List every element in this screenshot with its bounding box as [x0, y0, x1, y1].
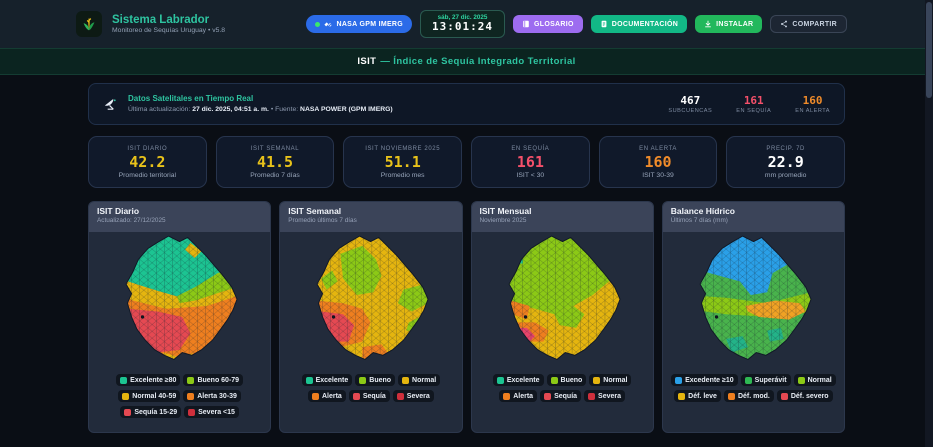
- map-panels-row: ISIT Diario Actualizado: 27/12/2025: [88, 201, 845, 433]
- document-icon: [601, 20, 607, 28]
- status-dot-icon: [315, 21, 321, 27]
- clock-widget: sáb, 27 dic. 2025 13:01:24: [420, 10, 506, 38]
- share-icon: [781, 20, 788, 28]
- legend-item[interactable]: Severa: [392, 390, 434, 402]
- glosario-label: GLOSARIO: [534, 20, 574, 28]
- card-en-sequia: EN SEQUÍA 161 ISIT < 30: [471, 136, 590, 188]
- uruguay-map-balance[interactable]: [663, 232, 844, 369]
- book-icon: [523, 20, 529, 28]
- legend-item[interactable]: Bueno: [355, 374, 396, 386]
- isit-banner: ISIT — Índice de Sequía Integrado Territ…: [0, 48, 933, 75]
- kpi-cards-row: ISIT DIARIO 42.2 Promedio territorial IS…: [88, 136, 846, 188]
- legend-item[interactable]: Excelente: [301, 374, 353, 386]
- app-title: Sistema Labrador: [112, 13, 210, 26]
- card-isit-mensual: ISIT NOVIEMBRE 2025 51.1 Promedio mes: [343, 136, 463, 188]
- nasa-gpm-badge[interactable]: NASA GPM IMERG: [306, 15, 413, 33]
- source-value: NASA POWER (GPM IMERG): [300, 105, 393, 113]
- stat-subcuencas: 467 SUBCUENCAS: [668, 94, 713, 114]
- instalar-button[interactable]: INSTALAR: [695, 15, 763, 33]
- panel-header: ISIT Diario Actualizado: 27/12/2025: [89, 202, 271, 232]
- legend-mensual: Excelente Bueno Normal Alerta Sequía Sev…: [472, 369, 653, 432]
- panel-balance-hidrico: Balance Hídrico Últimos 7 días (mm): [661, 201, 845, 433]
- panel-isit-diario: ISIT Diario Actualizado: 27/12/2025: [88, 201, 272, 433]
- legend-item[interactable]: Normal: [589, 374, 632, 386]
- compartir-label: COMPARTIR: [792, 20, 837, 28]
- uruguay-map-mensual[interactable]: [472, 232, 653, 369]
- legend-item[interactable]: Déf. leve: [674, 390, 721, 402]
- legend-item[interactable]: Normal: [398, 374, 441, 386]
- satellite-data-title: Datos Satelitales en Tiempo Real: [128, 94, 254, 104]
- page-scrollbar[interactable]: [925, 0, 933, 447]
- glosario-button[interactable]: GLOSARIO: [513, 15, 583, 33]
- legend-item[interactable]: Bueno: [546, 374, 587, 386]
- stat-en-sequia: 161 EN SEQUÍA: [736, 94, 772, 114]
- instalar-label: INSTALAR: [716, 20, 754, 28]
- map-marker: [140, 315, 145, 319]
- card-isit-semanal: ISIT SEMANAL 41.5 Promedio 7 días: [215, 136, 335, 188]
- clock-date: sáb, 27 dic. 2025: [437, 14, 488, 22]
- legend-item[interactable]: Alerta 30-39: [183, 390, 241, 402]
- nasa-badge-label: NASA GPM IMERG: [336, 20, 404, 28]
- app-logo-icon: [76, 11, 102, 37]
- panel-header: ISIT Mensual Noviembre 2025: [471, 202, 653, 232]
- legend-item[interactable]: Excelente: [492, 374, 544, 386]
- satellite-data-subtitle: Última actualización: 27 dic. 2025, 04:5…: [128, 105, 393, 113]
- scrollbar-thumb[interactable]: [926, 2, 932, 98]
- legend-item[interactable]: Severa: [584, 390, 625, 402]
- legend-item[interactable]: Normal 40-59: [118, 390, 181, 402]
- legend-item[interactable]: Sequía: [348, 390, 390, 402]
- last-update-value: 27 dic. 2025, 04:51 a. m.: [192, 105, 269, 113]
- banner-acronym: ISIT: [357, 56, 377, 67]
- documentacion-label: DOCUMENTACIÓN: [611, 20, 679, 28]
- legend-diario: Excelente ≥80 Bueno 60-79 Normal 40-59 A…: [89, 369, 270, 432]
- panel-header: Balance Hídrico Últimos 7 días (mm): [662, 202, 844, 232]
- legend-item[interactable]: Excedente ≥10: [671, 374, 738, 386]
- satellite-data-bar: Datos Satelitales en Tiempo Real Última …: [88, 83, 845, 125]
- map-marker: [523, 315, 527, 319]
- legend-semanal: Excelente Bueno Normal Alerta Sequía Sev…: [280, 369, 461, 432]
- stat-en-alerta: 160 EN ALERTA: [795, 94, 830, 114]
- map-marker: [714, 315, 719, 319]
- card-isit-diario: ISIT DIARIO 42.2 Promedio territorial: [88, 136, 207, 188]
- documentacion-button[interactable]: DOCUMENTACIÓN: [590, 15, 688, 33]
- legend-item[interactable]: Bueno 60-79: [183, 374, 244, 386]
- app-subtitle: Monitoreo de Sequías Uruguay • v5.8: [112, 26, 226, 34]
- app-header: Sistema Labrador Monitoreo de Sequías Ur…: [0, 0, 933, 48]
- uruguay-map-semanal[interactable]: [280, 232, 461, 369]
- satellite-dish-icon: [104, 98, 116, 110]
- panel-isit-semanal: ISIT Semanal Promedio últimos 7 días: [279, 201, 463, 433]
- panel-isit-mensual: ISIT Mensual Noviembre 2025: [470, 201, 654, 433]
- legend-item[interactable]: Superávit: [740, 374, 791, 386]
- legend-item[interactable]: Déf. mod.: [723, 390, 774, 402]
- satellite-icon: [324, 22, 333, 27]
- panel-header: ISIT Semanal Promedio últimos 7 días: [280, 202, 462, 232]
- legend-item[interactable]: Alerta: [499, 390, 538, 402]
- legend-item[interactable]: Normal: [793, 374, 836, 386]
- legend-item[interactable]: Excelente ≥80: [116, 374, 181, 386]
- legend-item[interactable]: Alerta: [307, 390, 346, 402]
- legend-item[interactable]: Déf. severo: [776, 390, 833, 402]
- card-en-alerta: EN ALERTA 160 ISIT 30-39: [598, 136, 718, 188]
- legend-balance: Excedente ≥10 Superávit Normal Déf. leve…: [663, 369, 844, 432]
- legend-item[interactable]: Sequía: [540, 390, 582, 402]
- banner-title: — Índice de Sequía Integrado Territorial: [380, 56, 576, 67]
- card-precip-7d: PRECIP. 7D 22.9 mm promedio: [726, 136, 846, 188]
- compartir-button[interactable]: COMPARTIR: [770, 15, 847, 33]
- download-icon: [705, 20, 711, 28]
- uruguay-map-diario[interactable]: [89, 232, 270, 369]
- map-marker: [332, 315, 336, 319]
- clock-time: 13:01:24: [432, 20, 494, 34]
- legend-item[interactable]: Sequía 15-29: [120, 406, 182, 418]
- legend-item[interactable]: Severa <15: [184, 406, 239, 418]
